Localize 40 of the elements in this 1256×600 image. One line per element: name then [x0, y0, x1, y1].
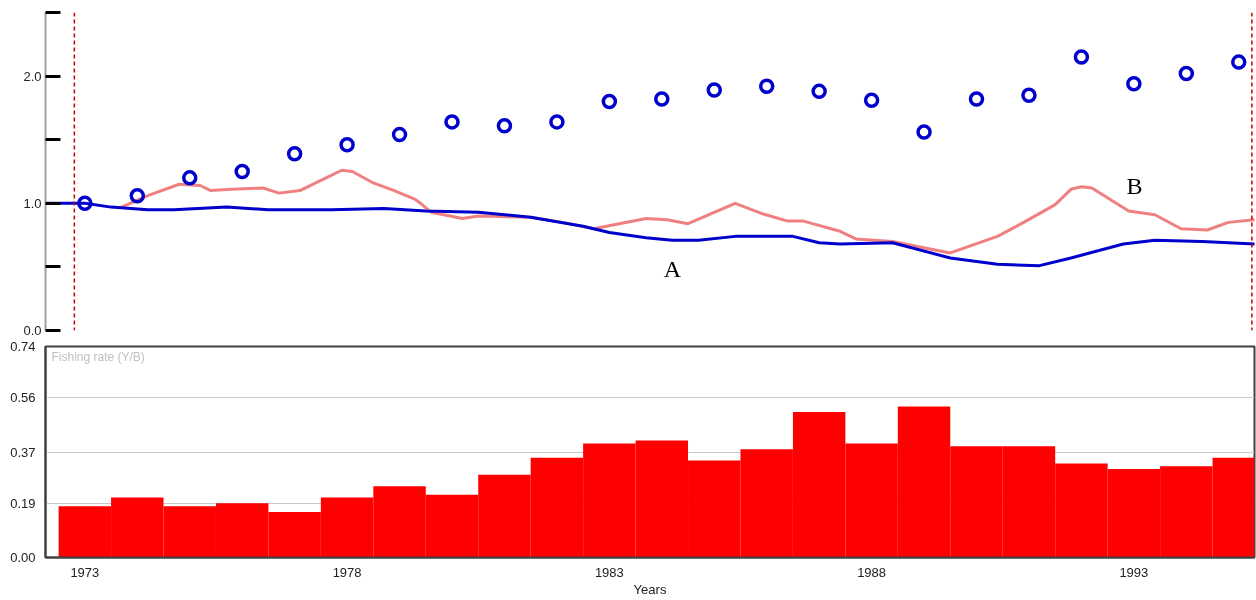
point [77, 195, 93, 212]
point [496, 117, 513, 134]
point [129, 187, 146, 204]
point [286, 145, 303, 162]
point [391, 126, 408, 143]
point [811, 83, 827, 100]
x-tick-label: 1983 [594, 564, 624, 580]
point [968, 91, 985, 107]
point [706, 82, 722, 98]
x-axis-title: Years [633, 581, 667, 597]
point [601, 93, 618, 110]
point [758, 78, 775, 95]
point [234, 163, 250, 180]
y-tick-label: 2.0 [23, 68, 42, 84]
point [181, 170, 198, 186]
point [339, 137, 355, 153]
point [654, 91, 670, 107]
point [549, 114, 565, 130]
y-tick-label: 0.0 [23, 323, 42, 338]
y-tick-label: 1.0 [23, 195, 42, 211]
y-tick-label: 0.37 [10, 444, 36, 460]
y-tick-label: 0.56 [10, 390, 36, 406]
point [1231, 54, 1247, 70]
series-label: B [1126, 172, 1143, 199]
x-tick-label: 1973 [70, 564, 100, 580]
chart-title: Fishing rate (Y/B) [51, 349, 145, 364]
series-label: A [663, 256, 682, 283]
y-tick-label: 0.74 [10, 339, 36, 354]
y-tick-label: 0.19 [10, 495, 36, 511]
point [1178, 65, 1195, 82]
y-tick-label: 0.00 [10, 550, 36, 565]
point [1073, 49, 1090, 65]
point [444, 114, 460, 130]
point [916, 124, 932, 140]
x-tick-label: 1993 [1119, 564, 1149, 580]
x-tick-label: 1988 [857, 564, 887, 580]
point [863, 92, 880, 109]
point [1021, 87, 1037, 103]
point [1126, 75, 1142, 92]
x-tick-label: 1978 [332, 564, 362, 580]
